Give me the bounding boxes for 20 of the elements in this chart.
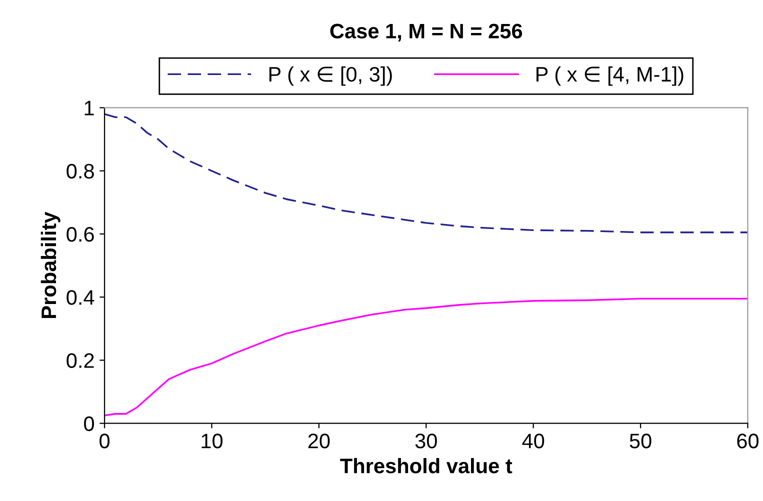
y-tick-label: 1 (84, 100, 94, 116)
x-tick-label: 0 (100, 434, 110, 448)
y-tick-label: 0.2 (66, 353, 94, 368)
x-tick-label: 10 (202, 434, 223, 448)
x-tick-label: 40 (522, 434, 544, 448)
y-tick-label: 0.4 (66, 290, 94, 305)
y-tick-label: 0 (84, 416, 94, 432)
line-series (104, 298, 748, 416)
x-tick-label: 30 (415, 434, 437, 448)
y-tick-label: 0.8 (66, 164, 94, 179)
chart-title: Case 1, M = N = 256 (330, 24, 522, 42)
line-series (104, 113, 748, 234)
legend-label: P ( x ∈ [4, M-1]) (536, 66, 684, 86)
x-tick-label: 20 (308, 434, 330, 448)
legend-label: P ( x ∈ [0, 3]) (269, 66, 392, 86)
y-tick-label: 0.6 (66, 226, 94, 242)
y-axis-title: Probability (40, 212, 60, 318)
x-axis-title: Threshold value t (340, 458, 512, 474)
x-tick-label: 50 (630, 434, 652, 448)
x-tick-label: 60 (737, 434, 759, 448)
